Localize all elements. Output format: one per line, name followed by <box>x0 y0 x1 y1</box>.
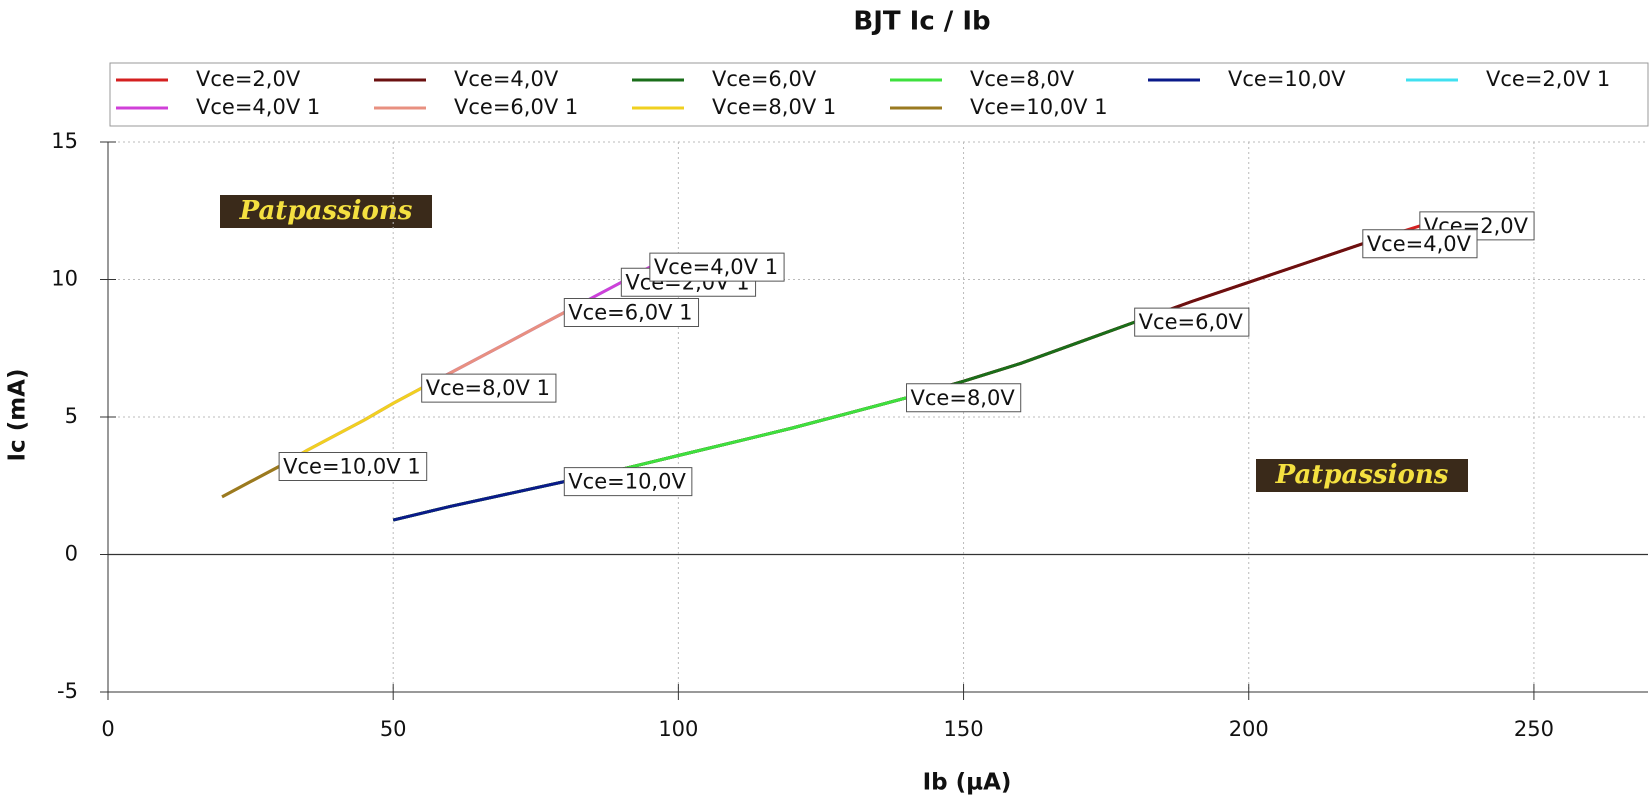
data-label-box <box>563 298 700 327</box>
watermark-text: Patpassions <box>1275 460 1449 490</box>
legend-label: Vce=6,0V <box>712 67 817 91</box>
watermark: Patpassions <box>220 195 432 228</box>
data-label: Vce=6,0V 1 <box>563 298 700 327</box>
data-label-text: Vce=8,0V <box>911 386 1016 410</box>
data-label-text: Vce=4,0V 1 <box>654 255 778 279</box>
data-label-box <box>1134 307 1250 337</box>
y-tick-label: 10 <box>51 267 78 291</box>
x-tick-label: 150 <box>944 717 984 741</box>
y-tick-label: 15 <box>51 129 78 153</box>
series-line <box>221 465 280 499</box>
series-line <box>392 320 1136 522</box>
data-label-box <box>649 252 785 282</box>
data-label: Vce=10,0V 1 <box>278 452 428 481</box>
x-tick-label: 200 <box>1229 717 1269 741</box>
legend-label: Vce=8,0V 1 <box>712 95 836 119</box>
data-label-box <box>278 452 428 481</box>
x-tick-label: 50 <box>380 717 407 741</box>
watermark: Patpassions <box>1256 459 1468 492</box>
series-line <box>392 480 565 522</box>
y-axis-label: Ic (mA) <box>5 369 31 462</box>
data-label-box <box>906 383 1022 413</box>
chart-title: BJT Ic / Ib <box>853 7 990 37</box>
data-label: Vce=8,0V <box>906 383 1022 413</box>
x-axis-label: Ib (µA) <box>923 770 1012 796</box>
legend-label: Vce=2,0V 1 <box>1486 67 1610 91</box>
y-tick-label: -5 <box>57 679 78 703</box>
data-label-text: Vce=10,0V 1 <box>283 455 421 479</box>
data-label-box <box>421 373 557 403</box>
watermark-bg <box>220 195 432 228</box>
data-label: Vce=10,0V <box>563 467 693 497</box>
watermark-text: Patpassions <box>239 196 413 226</box>
legend-box <box>109 62 1649 127</box>
legend-label: Vce=4,0V 1 <box>196 95 320 119</box>
data-label-text: Vce=10,0V <box>568 470 686 494</box>
x-tick-label: 0 <box>101 717 114 741</box>
data-label: Vce=4,0V <box>1362 229 1478 259</box>
legend-label: Vce=2,0V <box>196 67 301 91</box>
watermark-bg <box>1256 459 1468 492</box>
x-tick-label: 250 <box>1514 717 1554 741</box>
legend-label: Vce=6,0V 1 <box>454 95 578 119</box>
data-label: Vce=6,0V <box>1134 307 1250 337</box>
data-label-box <box>1362 229 1478 259</box>
data-label-text: Vce=6,0V 1 <box>568 301 692 325</box>
y-tick-label: 0 <box>65 542 78 566</box>
data-label: Vce=4,0V 1 <box>649 252 785 282</box>
legend-label: Vce=4,0V <box>454 67 559 91</box>
data-label-text: Vce=8,0V 1 <box>426 376 550 400</box>
legend-label: Vce=8,0V <box>970 67 1075 91</box>
x-tick-label: 100 <box>658 717 698 741</box>
data-label-text: Vce=4,0V <box>1367 232 1472 256</box>
y-tick-label: 5 <box>65 404 78 428</box>
data-label-box <box>563 467 693 497</box>
legend-label: Vce=10,0V <box>1228 67 1346 91</box>
data-label: Vce=8,0V 1 <box>421 373 557 403</box>
legend-label: Vce=10,0V 1 <box>970 95 1108 119</box>
data-label-text: Vce=6,0V <box>1139 310 1244 334</box>
